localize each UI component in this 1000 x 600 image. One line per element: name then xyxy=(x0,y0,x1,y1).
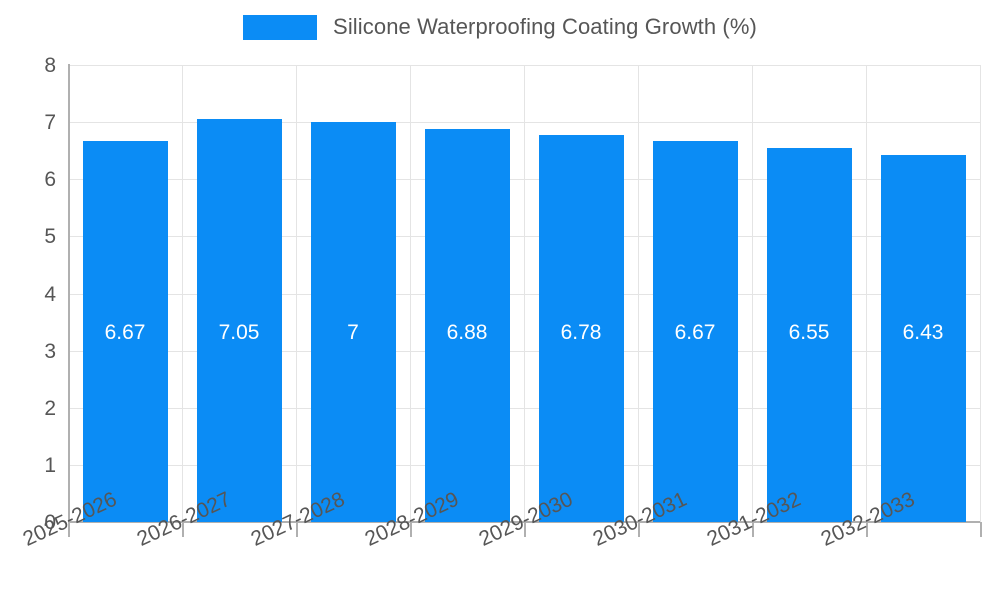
bar[interactable] xyxy=(424,128,510,522)
bar[interactable] xyxy=(766,147,852,522)
bar-group[interactable]: 6.78 xyxy=(538,65,624,522)
gridline-vertical xyxy=(410,65,411,522)
bar[interactable] xyxy=(652,140,738,522)
x-axis-tick-mark xyxy=(182,522,184,537)
gridline-vertical xyxy=(980,65,981,522)
x-axis-tick-mark xyxy=(638,522,640,537)
bars-container: 6.67 7.05 7 6.88 6.78 6.67 6.55 6.43 xyxy=(68,65,980,522)
chart-legend: Silicone Waterproofing Coating Growth (%… xyxy=(0,14,1000,40)
bar[interactable] xyxy=(82,140,168,522)
bar-value-label: 7.05 xyxy=(218,321,260,344)
bar-value-label: 6.55 xyxy=(788,321,830,344)
y-axis-line xyxy=(68,64,70,523)
y-axis-tick-label: 6 xyxy=(44,168,56,192)
bar-value-label: 6.67 xyxy=(104,321,146,344)
gridline-vertical xyxy=(752,65,753,522)
gridline-vertical xyxy=(638,65,639,522)
bar-value-label: 6.43 xyxy=(902,321,944,344)
y-axis-tick-label: 0 xyxy=(44,511,56,534)
bar-group[interactable]: 7 xyxy=(310,65,396,522)
bar-group[interactable]: 6.43 xyxy=(880,65,966,522)
x-axis-tick-mark xyxy=(866,522,868,537)
bar-value-label: 7 xyxy=(347,321,359,344)
bar-value-label: 6.88 xyxy=(446,321,488,344)
y-axis-tick-label: 3 xyxy=(44,339,56,363)
y-axis-tick-label: 1 xyxy=(44,453,56,477)
y-axis-tick-label: 2 xyxy=(44,396,56,420)
y-axis-tick-label: 7 xyxy=(44,111,56,135)
x-axis-tick-mark xyxy=(410,522,412,537)
legend-swatch-series-1[interactable] xyxy=(243,14,318,40)
bar-value-label: 6.78 xyxy=(560,321,602,344)
bar-value-label: 6.67 xyxy=(674,321,716,344)
x-axis-tick-mark xyxy=(524,522,526,537)
gridline-vertical xyxy=(524,65,525,522)
bar[interactable] xyxy=(880,154,966,522)
x-axis-tick-mark xyxy=(68,522,70,537)
bar[interactable] xyxy=(310,122,396,522)
y-axis-tick-label: 4 xyxy=(44,282,56,306)
bar[interactable] xyxy=(538,134,624,522)
bar-group[interactable]: 7.05 xyxy=(196,65,282,522)
y-axis-tick-label: 5 xyxy=(44,225,56,249)
bar-group[interactable]: 6.88 xyxy=(424,65,510,522)
y-axis-tick-label: 8 xyxy=(44,54,56,77)
legend-label-series-1[interactable]: Silicone Waterproofing Coating Growth (%… xyxy=(333,14,757,39)
bar-group[interactable]: 6.55 xyxy=(766,65,852,522)
gridline-vertical xyxy=(296,65,297,522)
bar[interactable] xyxy=(196,119,282,522)
gridline-vertical xyxy=(182,65,183,522)
gridline-vertical xyxy=(866,65,867,522)
x-axis-tick-mark xyxy=(296,522,298,537)
x-axis-tick-mark xyxy=(752,522,754,537)
x-axis-tick-mark xyxy=(980,522,982,537)
bar-group[interactable]: 6.67 xyxy=(82,65,168,522)
bar-group[interactable]: 6.67 xyxy=(652,65,738,522)
